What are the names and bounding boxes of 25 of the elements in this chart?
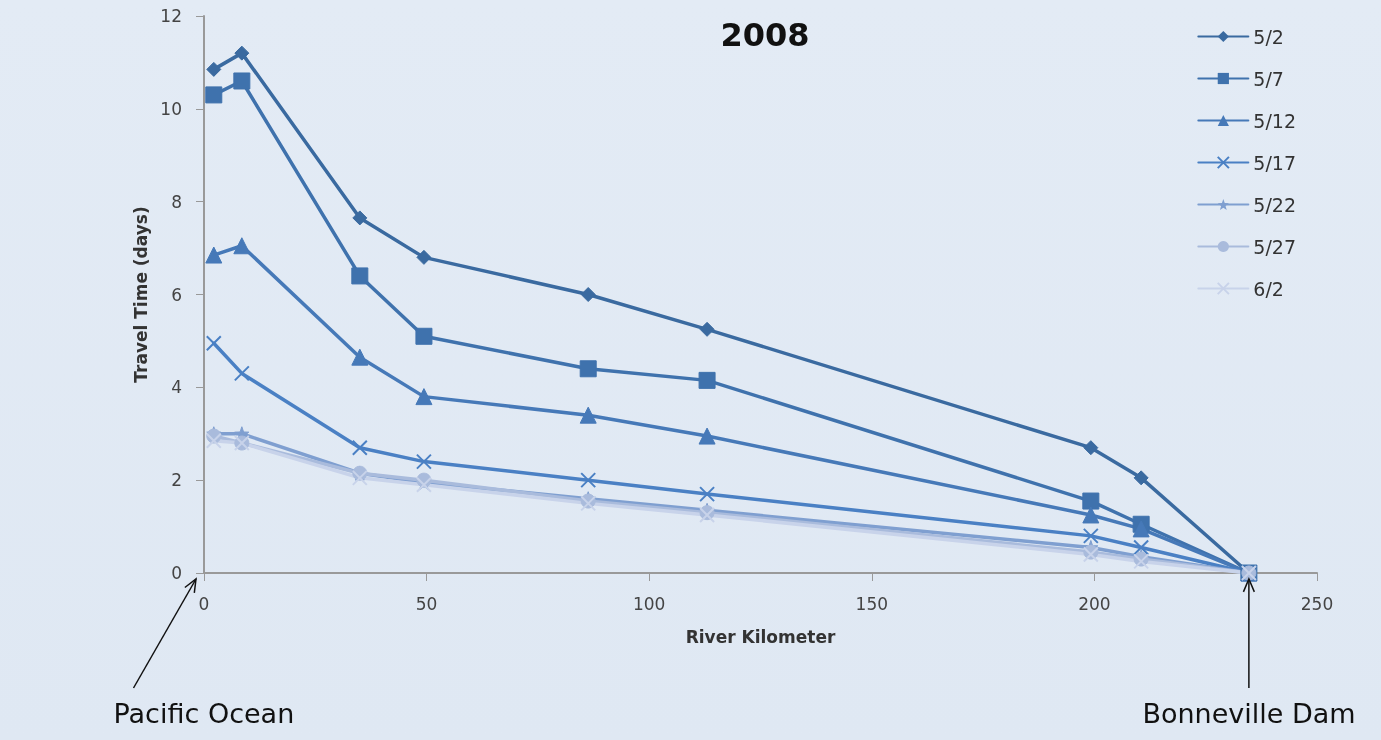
x-tick-label: 0 [198,593,210,614]
y-tick-label: 12 [160,6,182,26]
x-tick-label: 100 [632,593,666,614]
chart-title: 2008 [720,16,810,54]
y-tick-label: 8 [171,191,182,212]
y-axis-title: Travel Time (days) [130,206,151,383]
legend-label: 5/27 [1253,235,1297,258]
legend-label: 5/17 [1253,151,1297,174]
x-tick-label: 150 [855,593,889,614]
text: Pacific Ocean [113,698,295,729]
y-tick-label: 10 [160,98,182,119]
legend-label: 5/22 [1253,193,1297,216]
x-tick-label: 250 [1300,593,1334,614]
x-tick-label: 50 [415,593,438,614]
legend-label: 5/7 [1253,67,1284,90]
legend-label: 5/2 [1253,25,1284,48]
y-tick-label: 0 [171,563,182,583]
legend-label: 6/2 [1253,277,1284,300]
annotation: Bonneville Dam [1142,698,1356,729]
y-tick-label: 2 [171,470,182,491]
legend-label: 5/12 [1253,109,1297,132]
x-tick-label: 200 [1078,593,1111,614]
x-axis-title: River Kilometer [685,626,836,647]
y-tick-label: 4 [171,377,182,398]
y-tick-label: 6 [171,284,182,305]
